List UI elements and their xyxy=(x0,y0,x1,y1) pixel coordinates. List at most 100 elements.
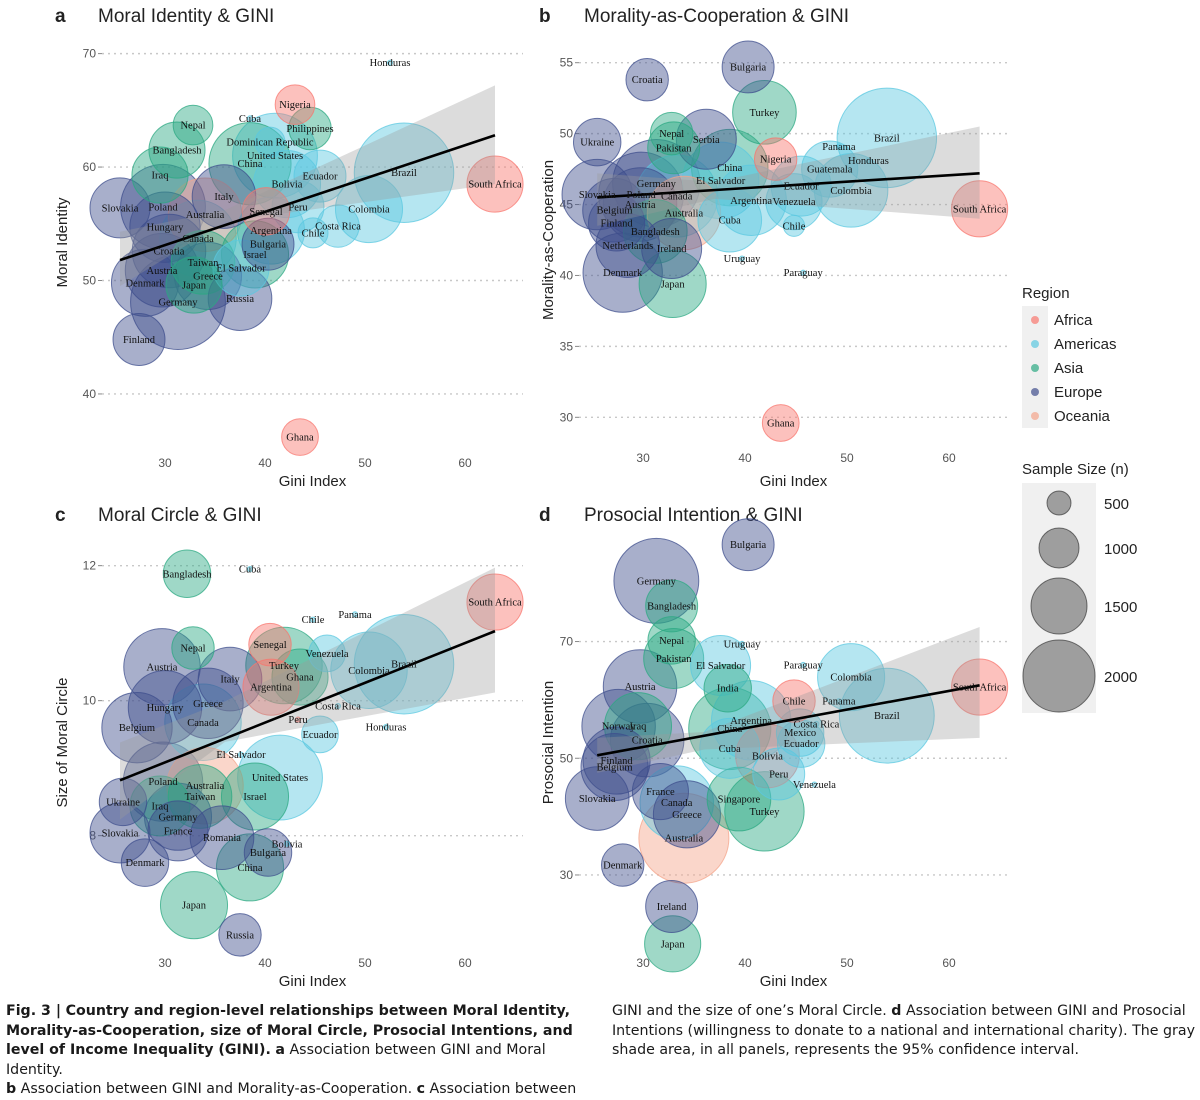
country-label: Ecuador xyxy=(784,182,819,193)
country-label: Canada xyxy=(661,798,693,809)
country-label: Iraq xyxy=(152,801,170,812)
x-tick-label: 50 xyxy=(840,956,854,970)
country-label: Paraguay xyxy=(784,660,824,671)
x-tick-label: 40 xyxy=(738,956,752,970)
country-label: Russia xyxy=(226,930,254,941)
bubble-greece xyxy=(652,780,721,849)
bubble-united-states xyxy=(237,734,323,821)
panel-a: a Moral Identity & GINI 40 50 60 70 30 40 50 60 Gi… xyxy=(54,6,524,490)
caption-right: GINI and the size of one’s Moral Circle.… xyxy=(612,1002,1197,1061)
country-label: Ecuador xyxy=(303,730,338,741)
bubble-iraq xyxy=(603,692,673,761)
x-tick-label: 60 xyxy=(458,956,472,970)
country-label: Nigeria xyxy=(279,100,311,111)
legend-label-africa: Africa xyxy=(1054,312,1093,329)
country-label: India xyxy=(717,684,739,695)
y-tick-label: 55 xyxy=(560,56,574,70)
country-label: Poland xyxy=(148,777,178,788)
panel-c: c Moral Circle & GINI 8 10 12 30 40 50 60 Gini In… xyxy=(54,505,524,990)
country-label: Ghana xyxy=(767,418,795,429)
y-tick-label: 60 xyxy=(83,160,97,174)
country-label: Brazil xyxy=(874,711,900,722)
bubble-dominican-republic xyxy=(254,126,286,158)
confidence-band xyxy=(597,126,980,226)
bubble-south-africa xyxy=(951,180,1009,238)
country-label: Slovakia xyxy=(102,203,139,214)
panel-letter: b xyxy=(539,6,551,27)
bubble-greece xyxy=(172,667,244,740)
y-axis-label: Size of Moral Circle xyxy=(54,677,71,807)
country-label: Costa Rica xyxy=(794,719,840,730)
country-label: Venezuela xyxy=(793,780,836,791)
panel-letter: c xyxy=(55,505,66,526)
country-label: Hungary xyxy=(147,223,184,234)
bubble-denmark xyxy=(120,838,170,887)
confidence-band xyxy=(120,567,495,820)
bubble-uruguay xyxy=(739,255,746,262)
country-label: Finland xyxy=(601,756,634,767)
country-label: Croatia xyxy=(632,736,663,747)
regression-line xyxy=(597,172,980,199)
bubble-serbia xyxy=(675,108,737,170)
legend-size-label: 1000 xyxy=(1104,541,1137,558)
bubble-iraq xyxy=(131,146,189,204)
legend-label-oceania: Oceania xyxy=(1054,408,1111,425)
legend-key-europe xyxy=(1031,388,1039,396)
x-tick-label: 60 xyxy=(942,451,956,465)
country-label: Ghana xyxy=(286,433,314,444)
bubble-paraguay xyxy=(800,661,807,668)
country-label: Pakistan xyxy=(656,654,692,665)
bubble-honduras xyxy=(865,157,872,164)
country-label: Chile xyxy=(783,697,806,708)
country-label: Denmark xyxy=(125,278,165,289)
bubble-turkey xyxy=(245,626,323,705)
country-label: Slovakia xyxy=(102,828,139,839)
panel-d: d Prosocial Intention & GINI 30 50 70 30 40 50 6… xyxy=(539,505,1009,990)
country-label: China xyxy=(237,159,262,170)
y-tick-label: 8 xyxy=(89,829,96,843)
x-axis-label: Gini Index xyxy=(760,473,828,490)
country-label: Germany xyxy=(637,179,677,190)
country-label: El Salvador xyxy=(696,661,746,672)
country-label: Austria xyxy=(147,662,178,673)
country-label: Austria xyxy=(625,682,656,693)
country-label: Nepal xyxy=(180,644,205,655)
country-label: Belgium xyxy=(119,723,155,734)
bubble-el-salvador xyxy=(238,751,244,758)
country-label: Ukraine xyxy=(106,797,140,808)
y-tick-label: 30 xyxy=(560,410,574,424)
bubble-bulgaria xyxy=(721,40,775,94)
bubble-nigeria xyxy=(274,84,316,126)
country-label: China xyxy=(717,163,742,174)
bubble-bolivia xyxy=(284,840,290,847)
country-label: Iraq xyxy=(630,722,648,733)
country-label: Bolivia xyxy=(272,180,303,191)
bubble-senegal xyxy=(248,622,292,667)
country-label: Cuba xyxy=(719,744,742,755)
bubble-costa-rica xyxy=(335,703,341,710)
country-label: Slovakia xyxy=(579,190,616,201)
country-label: Greece xyxy=(193,271,223,282)
panel-title: Morality-as-Cooperation & GINI xyxy=(584,6,849,27)
bubble-venezuela xyxy=(765,173,823,231)
bubble-ghana xyxy=(281,418,319,456)
country-label: China xyxy=(717,724,742,735)
bubble-ecuador xyxy=(301,715,339,754)
bubble-australia xyxy=(646,175,722,251)
bubble-chile xyxy=(310,616,316,623)
bubble-honduras xyxy=(383,723,389,730)
bubble-ireland xyxy=(641,218,703,280)
bubble-brazil xyxy=(836,87,938,189)
country-label: Venezuela xyxy=(772,197,815,208)
bubble-italy xyxy=(191,164,257,229)
country-label: Brazil xyxy=(391,660,417,671)
country-label: Nigeria xyxy=(760,155,792,166)
country-label: Bulgaria xyxy=(730,540,766,551)
bubble-south-africa xyxy=(951,658,1009,716)
country-label: Denmark xyxy=(603,861,643,872)
country-label: Panama xyxy=(338,610,372,621)
country-label: Senegal xyxy=(253,640,286,651)
bubble-ghana xyxy=(761,404,800,442)
country-label: Ecuador xyxy=(303,172,338,183)
country-label: Argentina xyxy=(250,683,292,694)
